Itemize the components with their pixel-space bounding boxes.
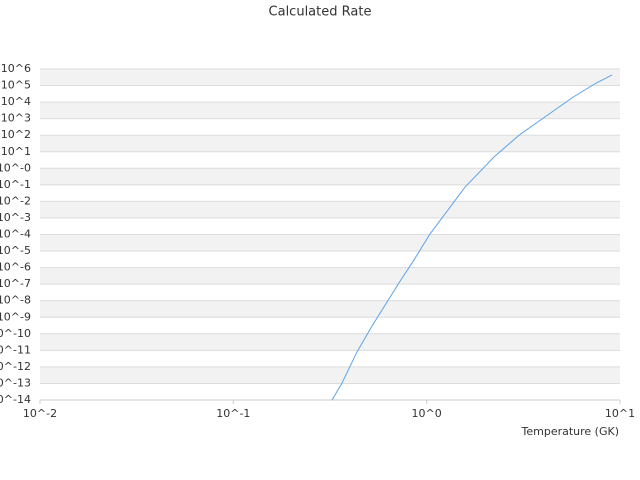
x-tick-label: 10^0 xyxy=(412,407,442,420)
y-tick-label: 10^-1 xyxy=(0,178,31,191)
grid-band xyxy=(40,317,620,334)
grid-band xyxy=(40,350,620,367)
grid-band xyxy=(40,300,620,318)
grid-band xyxy=(40,201,620,218)
grid-band xyxy=(40,251,620,268)
y-tick-label: 10^6 xyxy=(1,62,31,75)
y-tick-label: 10^-9 xyxy=(0,310,31,323)
y-tick-label: 10^4 xyxy=(1,95,31,108)
grid-band xyxy=(40,69,620,86)
y-tick-label: 10^-5 xyxy=(0,244,31,257)
x-tick-label: 10^1 xyxy=(605,407,635,420)
grid-band xyxy=(40,184,620,202)
data-line xyxy=(331,74,613,401)
grid-band xyxy=(40,284,620,301)
y-tick-label: 10^1 xyxy=(1,145,31,158)
y-tick-label: 10^-14 xyxy=(0,393,31,406)
grid-band xyxy=(40,151,620,169)
grid-band xyxy=(40,118,620,136)
x-tick-label: 10^-2 xyxy=(23,407,57,420)
y-tick-label: 10^-10 xyxy=(0,327,31,340)
y-tick-label: 10^-6 xyxy=(0,261,31,274)
y-tick-label: 10^-11 xyxy=(0,343,31,356)
y-tick-label: 10^-7 xyxy=(0,277,31,290)
y-tick-label: 10^-2 xyxy=(0,194,31,207)
y-tick-label: 10^-4 xyxy=(0,228,31,241)
grid-band xyxy=(40,102,620,119)
y-tick-label: 10^-8 xyxy=(0,294,31,307)
grid-band xyxy=(40,333,620,351)
grid-band xyxy=(40,168,620,185)
y-tick-label: 10^3 xyxy=(1,112,31,125)
x-tick-label: 10^-1 xyxy=(216,407,250,420)
y-tick-label: 10^-13 xyxy=(0,376,31,389)
grid-band xyxy=(40,217,620,235)
grid-band xyxy=(40,383,620,400)
y-tick-label: 10^-12 xyxy=(0,360,31,373)
grid-band xyxy=(40,267,620,285)
chart-title: Calculated Rate xyxy=(269,5,372,20)
y-tick-label: 10^-0 xyxy=(0,161,31,174)
grid-band xyxy=(40,234,620,252)
y-tick-label: 10^5 xyxy=(1,79,31,92)
grid-band xyxy=(40,366,620,384)
y-tick-label: 10^2 xyxy=(1,128,31,141)
grid-band xyxy=(40,135,620,152)
x-axis-label: Temperature (GK) xyxy=(521,425,620,438)
grid-band xyxy=(40,85,620,103)
y-tick-label: 10^-3 xyxy=(0,211,31,224)
grid-bands xyxy=(40,69,620,400)
